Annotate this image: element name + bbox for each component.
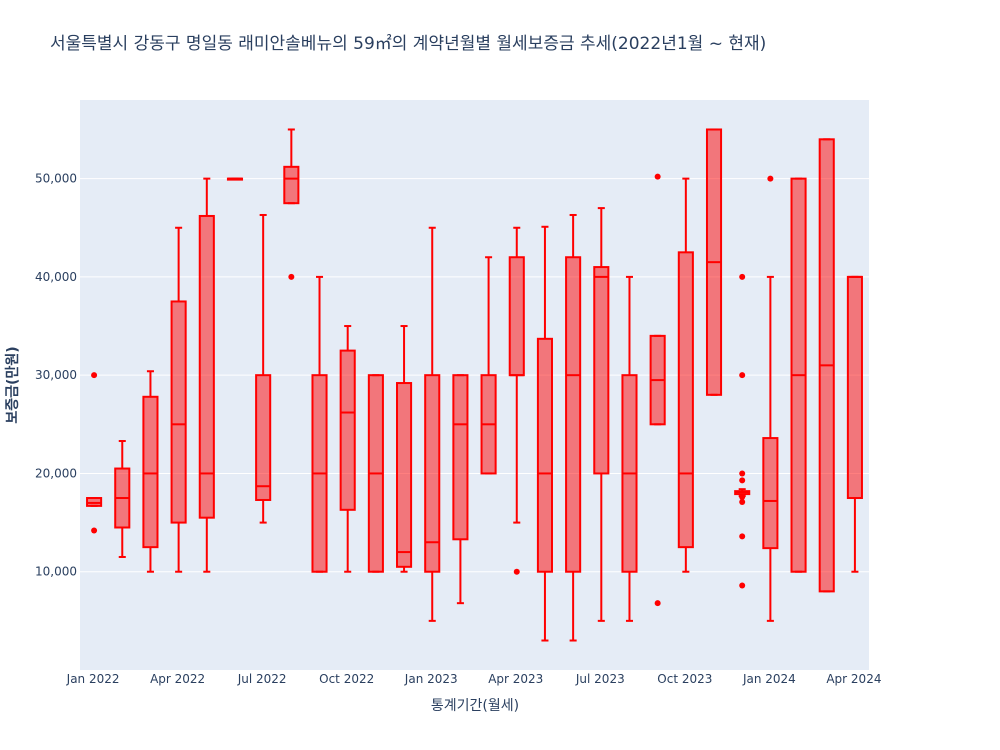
outlier-point (739, 372, 746, 379)
box-body (452, 374, 469, 541)
box-2023-10 (677, 177, 694, 573)
box-2022-12 (396, 325, 413, 573)
outlier-point (739, 273, 746, 280)
x-axis-title: 통계기간(월세) (431, 698, 519, 714)
x-tick-label: Jan 2024 (742, 672, 796, 686)
x-tick-label: Oct 2022 (319, 672, 374, 686)
box-2023-06 (565, 213, 582, 642)
chart-title: 서울특별시 강동구 명일동 래미안솔베뉴의 59㎡의 계약년월별 월세보증금 추… (50, 34, 766, 54)
y-tick-label: 50,000 (35, 172, 77, 186)
box-2024-02 (790, 177, 807, 573)
y-axis-ticks: 10,000 20,000 30,000 40,000 50,000 (35, 172, 77, 579)
box-2024-04 (846, 275, 863, 573)
box-2022-01 (86, 372, 103, 534)
outlier-point (654, 173, 661, 180)
plot-area (80, 100, 869, 670)
box-body (142, 395, 159, 549)
box-body (283, 165, 300, 205)
y-tick-label: 30,000 (35, 368, 77, 382)
box-2022-04 (170, 226, 187, 573)
box-2022-08 (283, 128, 300, 280)
x-tick-label: Apr 2023 (488, 672, 543, 686)
box-body (508, 256, 525, 377)
box-body (762, 437, 779, 550)
x-tick-label: Jan 2023 (404, 672, 458, 686)
x-axis-ticks: Jan 2022 Apr 2022 Jul 2022 Oct 2022 Jan 2023… (66, 672, 882, 686)
box-body (198, 214, 215, 519)
outlier-point (739, 582, 746, 589)
box-2023-01 (424, 226, 441, 622)
box-body (424, 374, 441, 573)
outlier-point (513, 568, 520, 575)
box-2022-10 (339, 325, 356, 573)
outlier-point (91, 527, 98, 534)
y-axis-title: 보증금(만원) (5, 346, 21, 423)
outlier-point (654, 600, 661, 607)
outlier-point (767, 175, 774, 182)
box-2024-03 (818, 138, 835, 593)
box-series (86, 128, 863, 642)
box-body (677, 251, 694, 549)
outlier-point (739, 470, 746, 477)
box-2022-03 (142, 370, 159, 573)
x-tick-label: Jul 2023 (575, 672, 625, 686)
box-body (255, 374, 272, 501)
box-2023-07 (593, 207, 610, 622)
box-body (565, 256, 582, 573)
box-body (339, 349, 356, 511)
outlier-point (288, 273, 295, 280)
x-tick-label: Apr 2024 (826, 672, 881, 686)
box-2022-07 (255, 213, 272, 524)
outlier-point (91, 372, 98, 379)
box-2023-09 (649, 173, 666, 607)
x-tick-label: Jul 2022 (237, 672, 287, 686)
box-body (170, 300, 187, 524)
box-2022-02 (114, 440, 131, 558)
box-2023-03 (480, 256, 497, 475)
box-2024-01 (762, 175, 779, 622)
box-body (846, 275, 863, 500)
x-tick-label: Oct 2023 (657, 672, 712, 686)
box-2023-05 (536, 225, 553, 642)
box-2022-09 (311, 275, 328, 573)
box-2023-12 (734, 273, 751, 589)
y-tick-label: 20,000 (35, 466, 77, 480)
box-2023-11 (705, 128, 723, 396)
box-2022-05 (198, 177, 215, 573)
y-tick-label: 40,000 (35, 270, 77, 284)
box-body (396, 382, 413, 568)
box-2023-04 (508, 226, 525, 575)
x-tick-label: Jan 2022 (66, 672, 120, 686)
box-2022-11 (367, 374, 384, 573)
box-2023-08 (621, 275, 638, 622)
x-tick-label: Apr 2022 (150, 672, 205, 686)
outlier-point (739, 498, 746, 505)
outlier-point (739, 533, 746, 540)
y-tick-label: 10,000 (35, 565, 77, 579)
outlier-point (739, 477, 746, 484)
outlier-point (739, 494, 746, 501)
box-2022-06 (226, 177, 244, 181)
box-body (593, 266, 610, 475)
box-2023-02 (452, 374, 469, 605)
box-body (536, 337, 553, 573)
